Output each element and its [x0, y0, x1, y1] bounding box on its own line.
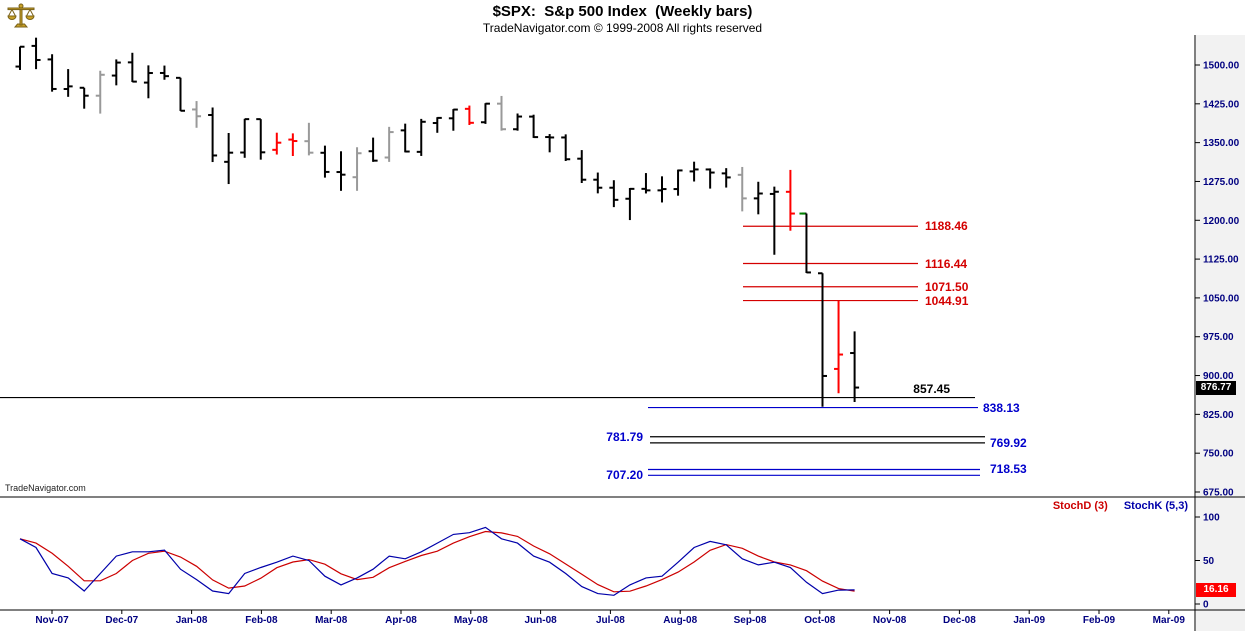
- x-axis-label: Jun-08: [524, 615, 557, 626]
- level-label[interactable]: 707.20: [606, 468, 643, 483]
- y-axis-label: 750.00: [1203, 449, 1234, 460]
- x-axis-label: Nov-08: [873, 615, 907, 626]
- y-axis-label: 1200.00: [1203, 216, 1240, 227]
- y-axis-label: 1500.00: [1203, 61, 1240, 72]
- y-axis-label: 1425.00: [1203, 99, 1240, 110]
- x-axis-label: Sep-08: [734, 615, 767, 626]
- stoch-axis-label: 100: [1203, 513, 1220, 524]
- x-axis-label: Jan-09: [1013, 615, 1045, 626]
- x-axis-label: Feb-08: [245, 615, 278, 626]
- x-axis-label: Mar-08: [315, 615, 348, 626]
- y-axis-label: 825.00: [1203, 410, 1234, 421]
- level-label[interactable]: 769.92: [990, 435, 1027, 450]
- x-axis-label: Dec-08: [943, 615, 976, 626]
- stochk-legend-label[interactable]: StochK (5,3): [1123, 500, 1188, 512]
- x-axis-label: Jan-08: [176, 615, 208, 626]
- x-axis-label: Oct-08: [804, 615, 836, 626]
- stochk-line[interactable]: [19, 526, 855, 596]
- level-label[interactable]: 781.79: [606, 429, 643, 444]
- x-axis-label: Feb-09: [1083, 615, 1116, 626]
- y-axis-label: 975.00: [1203, 332, 1234, 343]
- y-axis-label: 1350.00: [1203, 138, 1240, 149]
- x-axis-label: Dec-07: [105, 615, 138, 626]
- x-axis-label: Mar-09: [1153, 615, 1186, 626]
- level-label[interactable]: 857.45: [913, 381, 950, 396]
- x-axis-label: Aug-08: [663, 615, 697, 626]
- tradenavigator-scales-icon: [4, 2, 40, 32]
- level-label[interactable]: 718.53: [990, 462, 1027, 477]
- y-axis-label: 675.00: [1203, 488, 1234, 499]
- level-label[interactable]: 1071.50: [925, 279, 969, 294]
- x-axis-label: Nov-07: [35, 615, 69, 626]
- y-axis-label: 1050.00: [1203, 293, 1240, 304]
- copyright-line: TradeNavigator.com © 1999-2008 All right…: [482, 21, 763, 35]
- y-axis-label: 1275.00: [1203, 177, 1240, 188]
- chart-title: $SPX: S&p 500 Index (Weekly bars): [492, 3, 753, 20]
- price-axis-background[interactable]: [1196, 35, 1245, 631]
- x-axis-label: Jul-08: [596, 615, 625, 626]
- level-label[interactable]: 1188.46: [925, 219, 968, 234]
- x-axis-label: Apr-08: [385, 615, 417, 626]
- x-axis-label: May-08: [454, 615, 488, 626]
- stochd-line[interactable]: [19, 530, 855, 593]
- indicator-legend: StochD (3) StochK (5,3): [0, 500, 1188, 512]
- y-axis-label: 900.00: [1203, 371, 1234, 382]
- y-axis-label: 1125.00: [1203, 255, 1239, 266]
- level-label[interactable]: 1044.91: [925, 293, 969, 308]
- stoch-axis-label: 50: [1203, 556, 1215, 567]
- stoch-value-tag: 16.16: [1196, 582, 1236, 597]
- level-label[interactable]: 838.13: [983, 400, 1020, 415]
- stoch-axis-label: 0: [1203, 600, 1209, 611]
- level-label[interactable]: 1116.44: [925, 256, 968, 271]
- current-price-tag: 876.77: [1196, 380, 1236, 395]
- stochd-legend-label[interactable]: StochD (3): [1052, 500, 1108, 512]
- watermark-text: TradeNavigator.com: [5, 483, 86, 493]
